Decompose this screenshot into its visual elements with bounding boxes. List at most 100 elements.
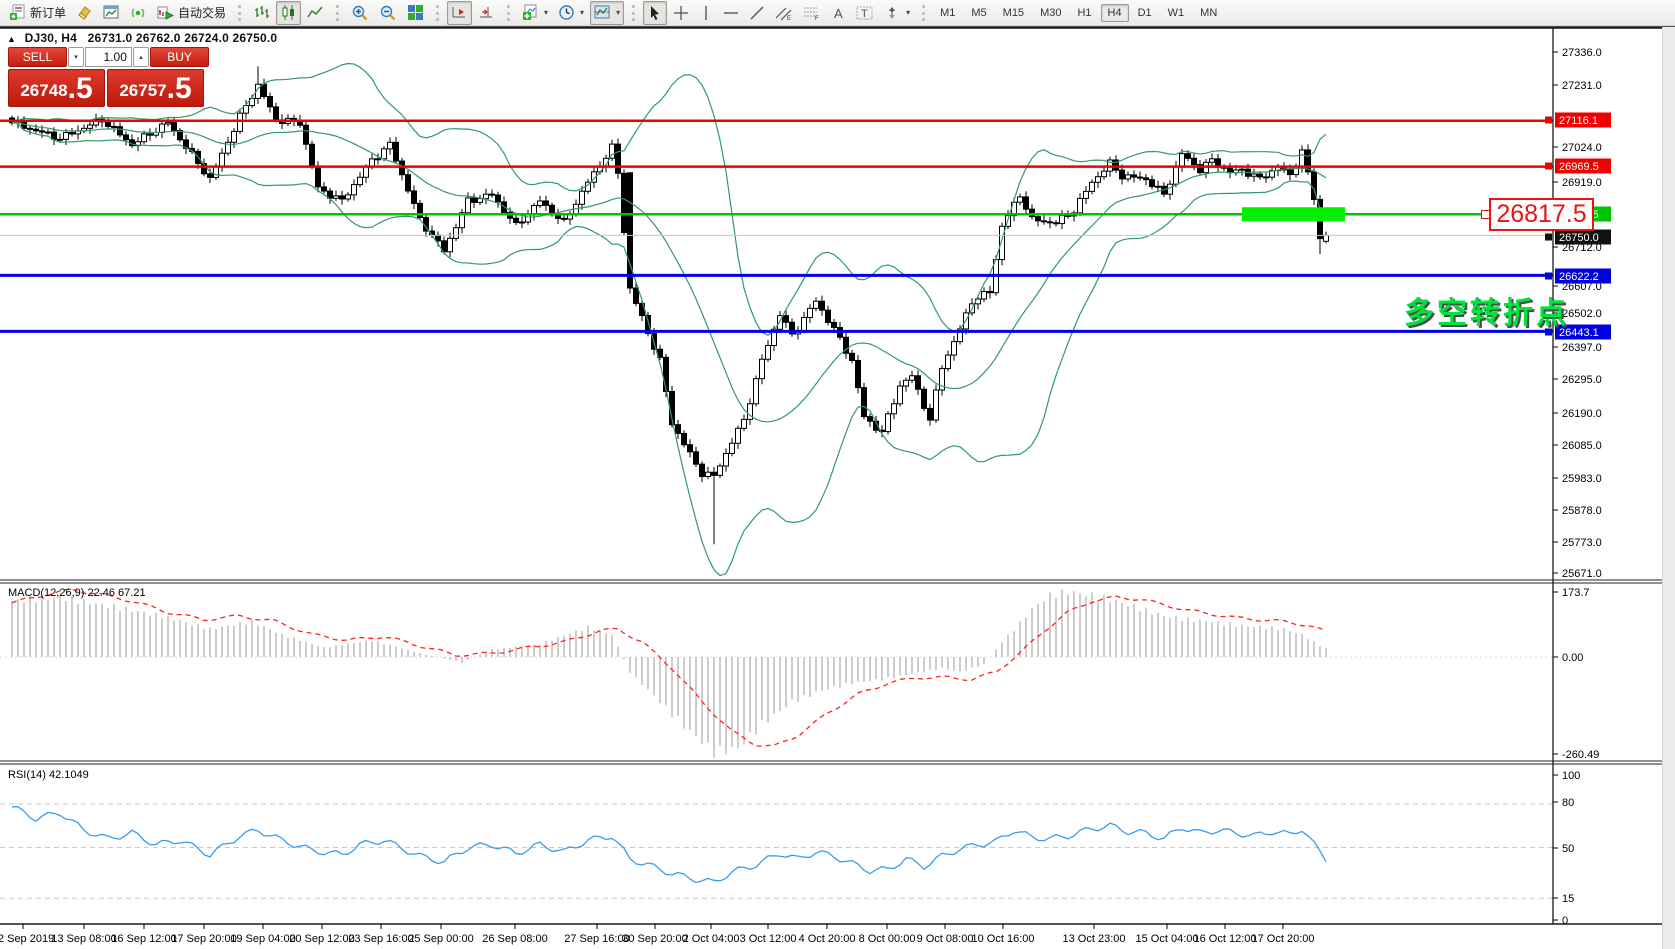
bollinger-upper-band[interactable] <box>11 62 1327 337</box>
time-tick-label: 19 Sep 04:00 <box>230 933 295 945</box>
chart-window-button[interactable] <box>99 1 124 25</box>
sell-button[interactable]: SELL <box>8 47 67 67</box>
price-tick-label: 27024.0 <box>1562 142 1602 154</box>
bollinger-middle-band[interactable] <box>11 121 1327 423</box>
arrows-caret-icon[interactable]: ▾ <box>906 8 911 17</box>
rsi-tick-label: 80 <box>1562 797 1574 809</box>
line-chart-button[interactable] <box>303 1 328 25</box>
toolbar-grip[interactable] <box>632 4 638 21</box>
new-order-button[interactable]: 新订单 <box>5 1 70 25</box>
text-icon: A <box>834 6 843 21</box>
one-click-trading-panel: SELL ▾ 1.00 ▴ BUY 26748 .5 26757 .5 <box>8 47 209 107</box>
templates-caret-icon[interactable]: ▾ <box>616 8 621 17</box>
bar-chart-button[interactable] <box>249 1 274 25</box>
horizontal-line-button[interactable] <box>719 1 743 25</box>
macd-tick-label: 0.00 <box>1562 652 1583 664</box>
toolbar-grip[interactable] <box>238 4 244 21</box>
signal-icon <box>131 8 145 18</box>
time-tick-label: 27 Sep 16:00 <box>564 933 629 945</box>
sell-price-main: 26748 <box>20 81 68 100</box>
zoom-in-button[interactable] <box>347 1 373 25</box>
buy-price-display[interactable]: 26757 .5 <box>107 69 204 107</box>
timeframe-button-M15[interactable]: M15 <box>1002 6 1025 19</box>
signals-button[interactable] <box>126 1 151 25</box>
timeframe-button-H4[interactable]: H4 <box>1100 3 1129 22</box>
cursor-icon <box>651 5 660 20</box>
timeframe-button-M30[interactable]: M30 <box>1040 6 1062 19</box>
toolbar-group-indicators: ▾ ▾ ▾ <box>504 0 627 25</box>
toolbar-group-timeframes: M1 M5 M15 M30 H1 H4 D1 W1 MN <box>919 1 1227 25</box>
bollinger-lower-band[interactable] <box>11 122 1327 577</box>
text-label-button[interactable]: T <box>852 1 878 25</box>
sell-price-frac: .5 <box>67 72 93 105</box>
text-button[interactable]: A <box>827 1 850 25</box>
vertical-line-button[interactable] <box>695 1 717 25</box>
periods-button[interactable]: ▾ <box>554 1 588 25</box>
timeframe-button-H1[interactable]: H1 <box>1077 6 1092 19</box>
highlight-rectangle[interactable] <box>1242 207 1345 222</box>
candlestick-chart-button[interactable] <box>276 0 302 25</box>
volume-increase-button[interactable]: ▴ <box>132 47 150 67</box>
timeframe-button-W1[interactable]: W1 <box>1167 6 1185 19</box>
auto-scroll-button[interactable] <box>447 0 473 25</box>
volume-decrease-button[interactable]: ▾ <box>67 47 85 67</box>
price-tick-label: 27231.0 <box>1562 80 1602 92</box>
time-tick-label: 20 Sep 12:00 <box>289 933 354 945</box>
macd-signal-line <box>11 588 1327 747</box>
text-label-icon: T <box>856 6 873 20</box>
price-callout-label[interactable]: 26817.5 <box>1489 198 1594 231</box>
sell-price-display[interactable]: 26748 .5 <box>8 69 105 107</box>
cursor-button[interactable] <box>643 0 668 25</box>
rsi-label: RSI(14) 42.1049 <box>8 769 89 781</box>
clock-icon <box>559 5 574 20</box>
periods-caret-icon[interactable]: ▾ <box>580 8 585 17</box>
time-tick-label: 25 Sep 00:00 <box>408 933 473 945</box>
toolbar-grip[interactable] <box>336 4 342 21</box>
time-tick-label: 23 Sep 16:00 <box>348 933 413 945</box>
auto-trading-button[interactable]: 自动交易 <box>153 1 230 25</box>
add-indicator-caret-icon[interactable]: ▾ <box>544 8 549 17</box>
tagged-price-label <box>1555 229 1611 245</box>
eraser-button[interactable] <box>72 1 97 25</box>
toolbar-grip[interactable] <box>922 4 928 21</box>
timeframe-button-M1[interactable]: M1 <box>940 6 956 19</box>
time-tick-label: 4 Oct 20:00 <box>799 933 856 945</box>
price-tick-label: 25773.0 <box>1562 537 1602 549</box>
crosshair-button[interactable] <box>669 1 693 25</box>
timeframe-button-D1[interactable]: D1 <box>1137 6 1152 19</box>
time-tick-label: 17 Sep 20:00 <box>171 933 236 945</box>
vertical-scrollbar[interactable] <box>1662 27 1675 949</box>
trendline-button[interactable] <box>745 1 769 25</box>
fibonacci-button[interactable]: F <box>799 1 825 25</box>
down-arrow-icon: ▾ <box>74 54 78 61</box>
buy-price-main: 26757 <box>119 81 167 100</box>
macd-tick-label: 173.7 <box>1562 587 1590 599</box>
toolbar-group-trade: 新订单 自动交易 <box>2 1 233 25</box>
buy-button[interactable]: BUY <box>150 47 209 67</box>
add-indicator-icon <box>523 4 537 20</box>
arrows-button[interactable]: ▾ <box>880 1 914 25</box>
zoom-out-button[interactable] <box>375 1 401 25</box>
chart-shift-button[interactable] <box>474 1 499 25</box>
new-order-icon <box>10 4 25 20</box>
chart-title: ▲ DJ30, H4 26731.0 26762.0 26724.0 26750… <box>7 31 277 45</box>
equidistant-channel-button[interactable]: E <box>771 1 797 25</box>
price-tick-label: 25878.0 <box>1562 505 1602 517</box>
timeframe-button-MN[interactable]: MN <box>1200 6 1218 19</box>
tile-windows-button[interactable] <box>403 1 428 25</box>
time-tick-label: 16 Sep 12:00 <box>111 933 176 945</box>
pivot-annotation-text[interactable]: 多空转折点 <box>1404 297 1569 330</box>
rsi-line <box>11 806 1327 884</box>
timeframe-button-M5[interactable]: M5 <box>971 6 987 19</box>
time-tick-label: 13 Oct 23:00 <box>1063 933 1126 945</box>
templates-button[interactable]: ▾ <box>590 0 625 25</box>
add-indicator-button[interactable]: ▾ <box>518 1 552 25</box>
toolbar-grip[interactable] <box>436 4 442 21</box>
toolbar-grip[interactable] <box>507 4 513 21</box>
price-tick-label: 26085.0 <box>1562 440 1602 452</box>
price-tick-label: 26919.0 <box>1562 177 1602 189</box>
volume-input[interactable]: 1.00 <box>85 47 132 67</box>
collapse-panel-icon[interactable]: ▲ <box>7 34 17 44</box>
